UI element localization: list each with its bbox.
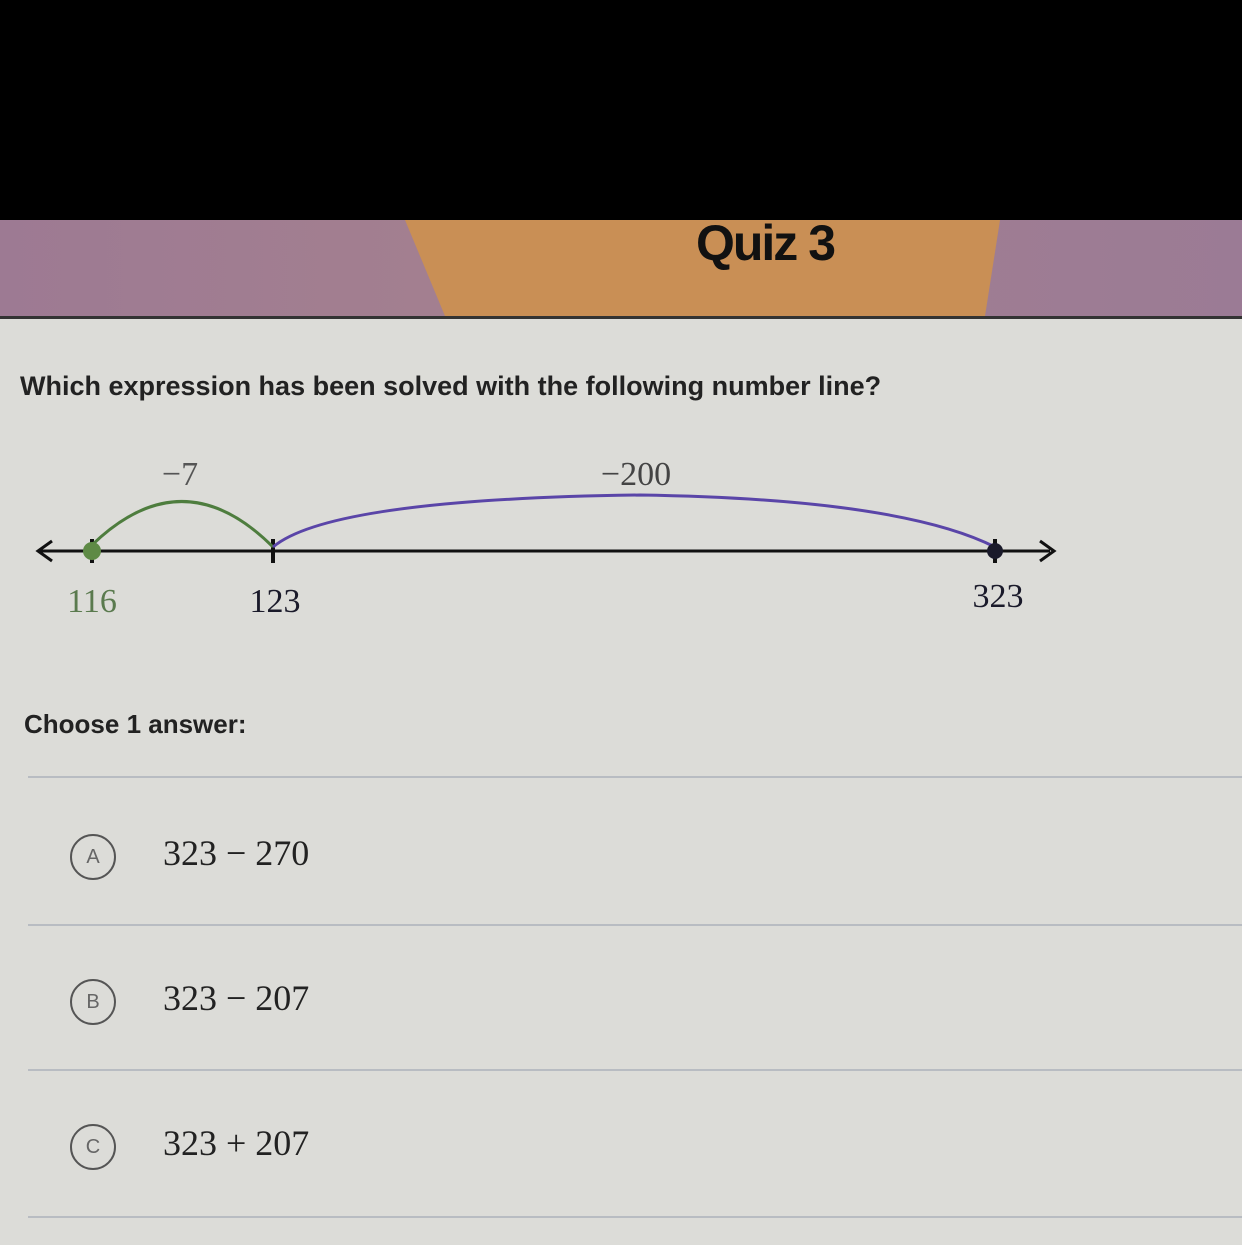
point-116 [83, 542, 101, 560]
choose-prompt: Choose 1 answer: [24, 709, 247, 739]
option-expression: 323 − 270 [163, 833, 310, 873]
answer-option-a[interactable]: A 323 − 270 [70, 824, 670, 884]
divider [28, 776, 1242, 778]
jump-arc-minus-7 [90, 500, 275, 549]
option-letter-circle[interactable]: A [70, 834, 116, 880]
jump-label-minus-200: −200 [601, 456, 671, 493]
question-text: Which expression has been solved with th… [20, 371, 882, 401]
tick-label-123: 123 [250, 583, 301, 620]
divider [28, 924, 1242, 926]
answer-option-c[interactable]: C 323 + 207 [70, 1114, 670, 1174]
answer-option-b[interactable]: B 323 − 207 [70, 969, 670, 1029]
point-323 [987, 543, 1003, 559]
tick-label-116: 116 [67, 583, 117, 620]
quiz-title: Quiz 3 [695, 220, 836, 271]
option-expression: 323 − 207 [163, 978, 310, 1018]
right-arrow-icon [1039, 539, 1057, 563]
quiz-banner: Quiz 3 [0, 220, 1242, 316]
tick-label-323: 323 [973, 578, 1024, 615]
divider [28, 1216, 1242, 1218]
jump-label-minus-7: −7 [162, 456, 198, 493]
divider [28, 1069, 1242, 1071]
jump-arc-minus-200 [272, 493, 996, 549]
number-line: −7 −200 116 123 323 [35, 456, 1057, 620]
banner-decoration [405, 220, 1000, 316]
option-letter-circle[interactable]: C [70, 1124, 116, 1170]
option-expression: 323 + 207 [163, 1123, 310, 1163]
question-panel: Which expression has been solved with th… [0, 316, 1242, 1245]
left-arrow-icon [35, 539, 53, 563]
option-letter-circle[interactable]: B [70, 979, 116, 1025]
